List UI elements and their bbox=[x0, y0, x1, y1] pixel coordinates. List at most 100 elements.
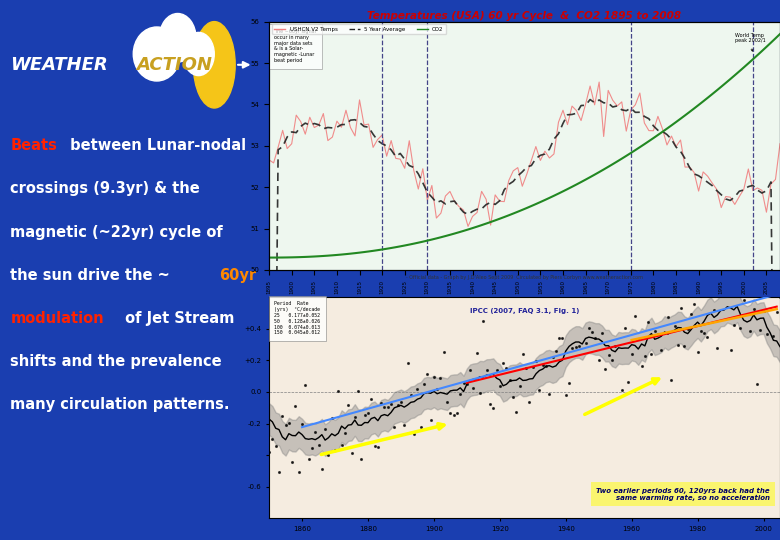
Point bbox=[319, 425, 332, 434]
Point bbox=[741, 287, 753, 295]
Point bbox=[438, 348, 450, 356]
Point bbox=[418, 380, 431, 388]
Point bbox=[335, 441, 348, 449]
Point bbox=[691, 348, 704, 357]
Point bbox=[744, 326, 757, 335]
Point bbox=[513, 381, 526, 390]
Point bbox=[352, 386, 364, 395]
Point bbox=[427, 373, 440, 381]
Point bbox=[711, 344, 724, 353]
Point bbox=[764, 260, 776, 268]
Point bbox=[359, 411, 371, 420]
Ellipse shape bbox=[133, 27, 180, 81]
Point bbox=[395, 398, 407, 407]
Point bbox=[771, 307, 780, 316]
Point bbox=[615, 386, 628, 394]
Point bbox=[494, 382, 506, 390]
Point bbox=[454, 390, 466, 399]
Point bbox=[322, 451, 335, 460]
Point bbox=[586, 327, 598, 336]
Point bbox=[550, 347, 562, 356]
Point bbox=[661, 313, 674, 322]
Point bbox=[672, 341, 684, 349]
Point bbox=[589, 334, 601, 342]
Point bbox=[655, 346, 668, 354]
Point bbox=[520, 364, 533, 373]
Text: shifts and the prevalence: shifts and the prevalence bbox=[10, 354, 222, 369]
Point bbox=[408, 429, 420, 438]
Point bbox=[467, 384, 480, 393]
Point bbox=[553, 334, 566, 342]
Point bbox=[543, 389, 555, 398]
Point bbox=[342, 401, 354, 409]
Point bbox=[296, 420, 308, 428]
Point bbox=[392, 400, 404, 409]
Point bbox=[269, 442, 282, 450]
Point bbox=[750, 380, 763, 388]
Point bbox=[523, 397, 536, 406]
Point bbox=[602, 351, 615, 360]
Text: of Jet Stream: of Jet Stream bbox=[120, 311, 235, 326]
Point bbox=[619, 324, 631, 333]
Point bbox=[593, 355, 605, 364]
Point bbox=[362, 408, 374, 417]
Point bbox=[276, 412, 289, 421]
Point bbox=[411, 384, 424, 393]
Point bbox=[503, 375, 516, 384]
Point bbox=[480, 366, 493, 374]
Ellipse shape bbox=[183, 32, 214, 76]
Point bbox=[461, 380, 473, 388]
Point bbox=[605, 356, 618, 364]
Point bbox=[421, 370, 434, 379]
Point bbox=[648, 327, 661, 335]
Point bbox=[378, 403, 391, 411]
Text: crossings (9.3yr) & the: crossings (9.3yr) & the bbox=[10, 181, 200, 197]
Point bbox=[559, 390, 572, 399]
Point bbox=[401, 359, 413, 367]
Point bbox=[698, 329, 711, 338]
Point bbox=[299, 381, 311, 389]
Text: Two earlier periods 60, 120yrs back had the
same warming rate, so no acceleratio: Two earlier periods 60, 120yrs back had … bbox=[596, 488, 770, 501]
Point bbox=[668, 322, 681, 330]
Text: WEATHER: WEATHER bbox=[10, 56, 108, 74]
Point bbox=[725, 346, 737, 355]
Text: ACTION: ACTION bbox=[136, 56, 212, 74]
Point bbox=[451, 408, 463, 417]
Point bbox=[540, 362, 552, 370]
Point bbox=[405, 391, 417, 400]
Point bbox=[303, 455, 315, 464]
Point bbox=[266, 435, 278, 443]
Point bbox=[487, 404, 499, 413]
Point bbox=[768, 332, 780, 340]
Point bbox=[688, 300, 700, 309]
Point bbox=[516, 349, 529, 358]
Point bbox=[414, 422, 427, 431]
Point bbox=[599, 364, 612, 373]
Point bbox=[704, 274, 717, 282]
Point bbox=[718, 262, 730, 271]
Point bbox=[507, 393, 519, 401]
Point bbox=[286, 458, 299, 467]
Point bbox=[760, 329, 773, 338]
Text: between Lunar-nodal: between Lunar-nodal bbox=[66, 138, 246, 153]
Point bbox=[332, 386, 345, 395]
Point bbox=[626, 350, 638, 359]
Point bbox=[292, 468, 305, 476]
Point bbox=[375, 399, 388, 407]
Point bbox=[464, 366, 477, 374]
Point bbox=[682, 325, 694, 334]
Point bbox=[368, 442, 381, 450]
Point bbox=[566, 343, 579, 352]
Point bbox=[612, 287, 625, 296]
Point bbox=[652, 330, 665, 339]
Point bbox=[484, 400, 496, 408]
Circle shape bbox=[193, 22, 236, 108]
Point bbox=[546, 353, 558, 361]
Point bbox=[685, 309, 697, 318]
Point bbox=[734, 324, 746, 333]
Text: the sun drive the ~: the sun drive the ~ bbox=[10, 268, 170, 283]
Point bbox=[754, 326, 767, 334]
Point bbox=[609, 341, 622, 350]
Point bbox=[537, 361, 549, 369]
Point bbox=[665, 375, 678, 384]
